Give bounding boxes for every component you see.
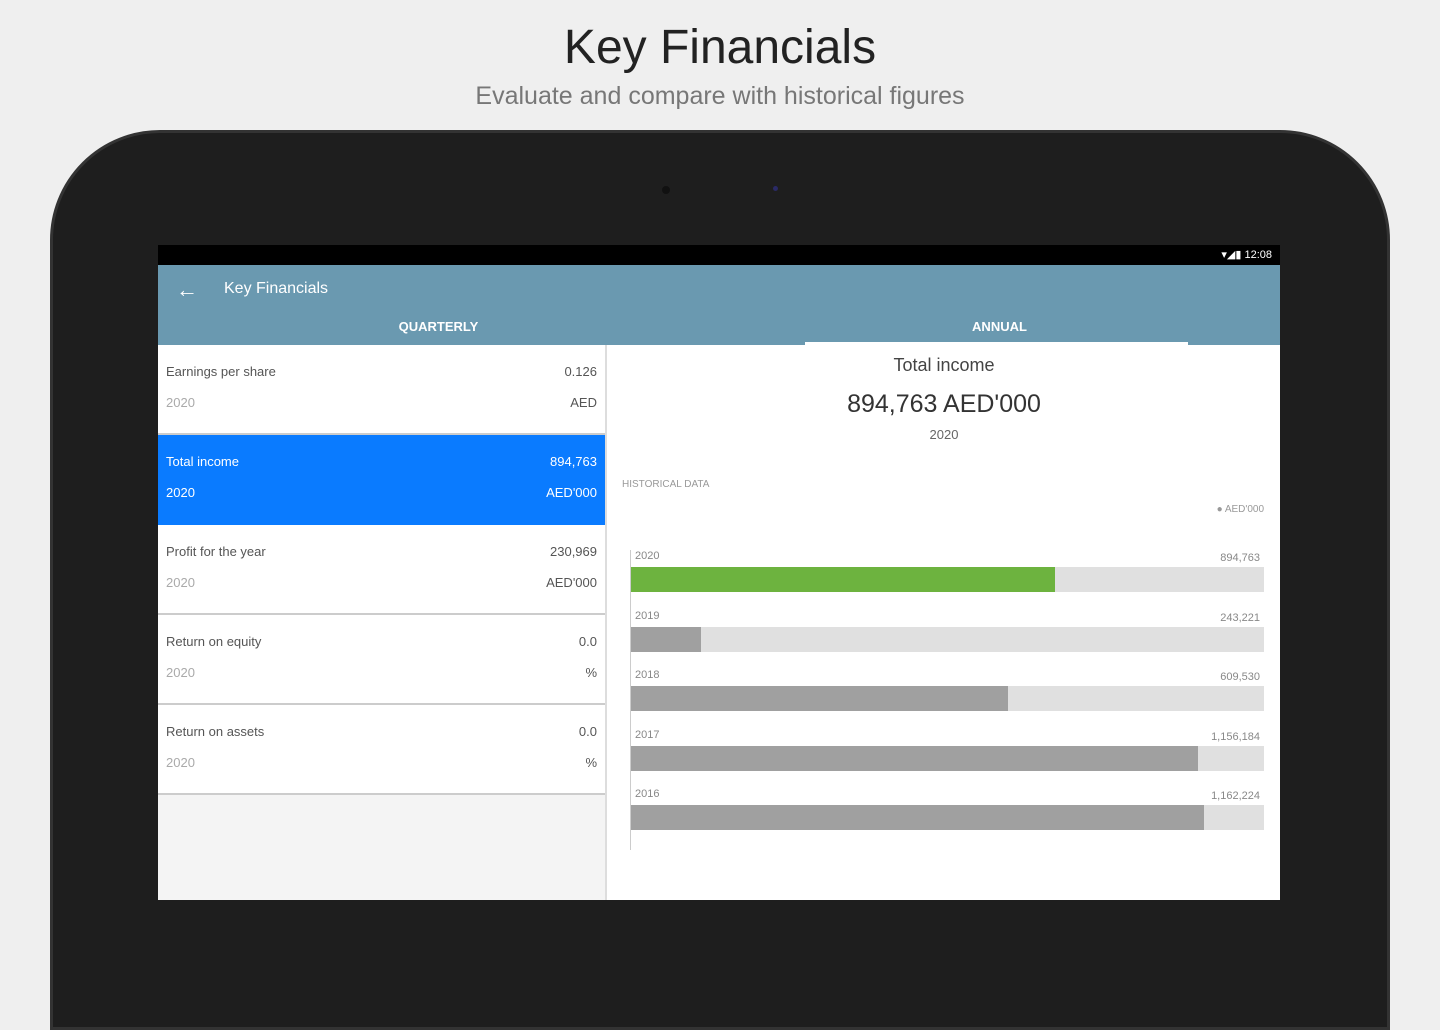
metric-row[interactable]: Return on assets 2020 0.0% — [158, 705, 605, 795]
bar-row: 2019 243,221 — [631, 610, 1264, 670]
detail-year: 2020 — [929, 427, 959, 442]
bar-fill — [631, 686, 1008, 711]
bar-row: 2020 894,763 — [631, 550, 1264, 610]
status-icons: ▾◢▮ — [1221, 249, 1245, 261]
bar-year-label: 2020 — [635, 550, 660, 562]
bar-fill — [631, 805, 1204, 830]
bar-value-label: 894,763 — [1220, 552, 1260, 564]
metric-name: Return on equity — [166, 634, 262, 649]
metric-row[interactable]: Earnings per share 2020 0.126 AED — [158, 345, 605, 435]
bar-year-label: 2019 — [635, 609, 660, 622]
legend-label: AED'000 — [1224, 504, 1264, 515]
tab-annual[interactable]: ANNUAL — [972, 319, 1027, 334]
bar-year-label: 2018 — [635, 669, 660, 681]
status-bar: ▾◢▮ 12:08 — [158, 245, 1280, 265]
bar-row: 2017 1,156,184 — [631, 729, 1264, 789]
hero-subtitle: Evaluate and compare with historical fig… — [475, 82, 965, 110]
metric-year: 2020 — [166, 755, 195, 770]
metric-unit: AED'000 — [546, 575, 597, 590]
metric-value: 0.0 — [578, 724, 597, 739]
detail-title: Total income — [893, 355, 995, 375]
screen: ▾◢▮ 12:08 ← Key Financials QUARTERLY ANN… — [158, 245, 1280, 900]
metric-year: 2020 — [166, 395, 195, 410]
metric-value: 894,763 — [550, 454, 597, 469]
bar-track — [631, 686, 1264, 711]
metric-row[interactable]: Profit for the year 2020 230,969 AED'000 — [158, 525, 605, 615]
metric-year: 2020 — [166, 575, 195, 590]
app-bar: ← Key Financials QUARTERLY ANNUAL — [158, 265, 1280, 345]
metric-name: Total income — [166, 454, 239, 469]
metric-name: Profit for the year — [166, 544, 266, 559]
chart-legend: ● AED'000 — [1216, 504, 1264, 515]
tab-quarterly[interactable]: QUARTERLY — [398, 319, 479, 334]
metrics-list: Earnings per share 2020 0.126 AED Total inco… — [158, 345, 607, 900]
bar-value-label: 243,221 — [1220, 611, 1260, 624]
metric-value: 0.0 — [578, 634, 597, 649]
metric-value: 0.126 — [564, 364, 597, 379]
metric-unit: AED'000 — [546, 485, 597, 500]
bar-fill — [631, 745, 1198, 771]
metric-unit: % — [585, 665, 597, 680]
metric-name: Earnings per share — [166, 364, 276, 379]
status-time: 12:08 — [1244, 249, 1272, 261]
historical-label: HISTORICAL DATA — [622, 479, 710, 490]
bar-track — [631, 567, 1264, 592]
bar-value-label: 1,162,224 — [1211, 790, 1260, 802]
metric-unit: AED — [570, 395, 597, 410]
bar-fill — [631, 626, 701, 652]
arrow-left-icon[interactable]: ← — [176, 277, 198, 302]
bar-value-label: 609,530 — [1220, 671, 1260, 683]
metric-year: 2020 — [166, 665, 195, 680]
metric-name: Return on assets — [166, 724, 265, 739]
bar-track — [631, 626, 1264, 652]
bar-fill — [631, 567, 1056, 592]
bar-row: 2018 609,530 — [631, 669, 1264, 729]
detail-panel: Total income 894,763 AED'000 2020 HISTOR… — [608, 345, 1280, 900]
detail-value: 894,763 AED'000 — [847, 390, 1041, 418]
bar-year-label: 2017 — [635, 728, 660, 741]
metric-row[interactable]: Return on equity 2020 0.0% — [158, 615, 605, 705]
camera-icon — [662, 186, 670, 194]
hero-title: Key Financials — [563, 21, 877, 74]
metric-value: 230,969 — [550, 544, 597, 559]
bar-track — [631, 805, 1264, 830]
sensor-icon — [773, 186, 778, 191]
bar-row: 2016 1,162,224 — [631, 788, 1264, 848]
chart-axis — [630, 550, 631, 850]
bar-year-label: 2016 — [635, 788, 660, 800]
bar-value-label: 1,156,184 — [1211, 730, 1260, 743]
tab-indicator — [805, 342, 1188, 345]
app-title: Key Financials — [224, 280, 329, 297]
metric-unit: % — [585, 755, 597, 770]
metric-row[interactable]: Total income 2020 894,763 AED'000 — [158, 435, 605, 525]
bar-track — [631, 745, 1264, 771]
metric-year: 2020 — [166, 485, 195, 500]
